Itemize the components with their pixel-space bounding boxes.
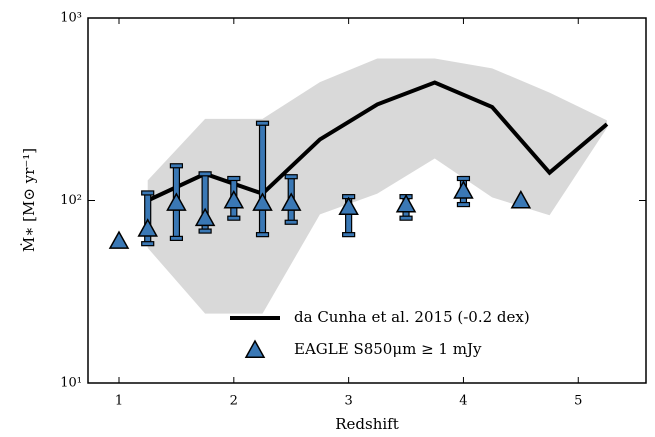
range-band — [147, 58, 607, 314]
error-cap — [284, 174, 298, 180]
error-cap — [227, 175, 241, 182]
error-cap — [255, 120, 270, 126]
error-cap — [342, 232, 356, 238]
error-cap — [284, 219, 298, 225]
line — [146, 80, 609, 203]
marker — [194, 207, 216, 227]
marker — [510, 189, 532, 209]
marker — [108, 230, 130, 249]
marker — [338, 196, 359, 216]
x-tick-label: 4 — [459, 394, 467, 409]
marker — [223, 189, 245, 209]
marker — [280, 192, 302, 211]
error-cap — [169, 235, 184, 241]
error-cap — [227, 215, 241, 221]
error-cap — [198, 171, 212, 177]
y-tick-label: 10³ — [60, 11, 82, 26]
y-axis-label: Ṁ∗ [M⊙ yr⁻¹] — [20, 148, 38, 252]
legend-label: EAGLE S850μm ≥ 1 mJy — [294, 340, 482, 358]
legend-marker — [244, 339, 266, 358]
error-cap — [255, 232, 270, 238]
marker — [453, 180, 474, 199]
error-cap — [399, 215, 413, 221]
error-cap — [456, 175, 471, 182]
error-cap — [141, 241, 155, 247]
x-tick-label: 2 — [230, 394, 238, 409]
x-tick-label: 3 — [344, 394, 352, 409]
x-tick-label: 1 — [115, 394, 123, 409]
marker — [137, 218, 158, 237]
legend-label: da Cunha et al. 2015 (-0.2 dex) — [294, 308, 530, 326]
x-tick-label: 5 — [574, 394, 582, 409]
y-tick-label: 10² — [60, 193, 82, 208]
marker — [395, 194, 417, 213]
error-cap — [198, 228, 212, 234]
error-bar — [258, 122, 267, 236]
error-cap — [456, 201, 471, 208]
y-tick-label: 10¹ — [60, 376, 82, 391]
error-cap — [169, 163, 184, 169]
marker — [166, 192, 187, 211]
x-axis-label: Redshift — [335, 415, 399, 433]
plot-frame — [87, 17, 647, 384]
error-cap — [141, 190, 155, 196]
marker — [252, 192, 273, 211]
